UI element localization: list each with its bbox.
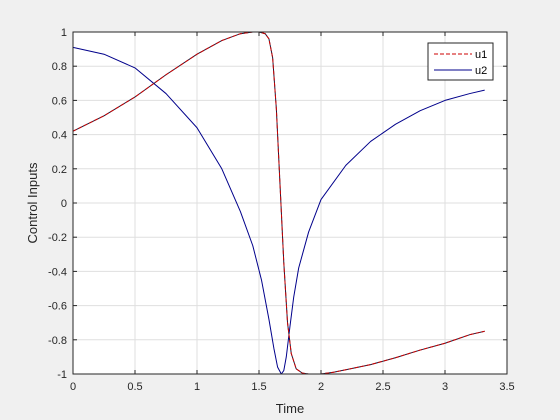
y-tick-label: -0.6 bbox=[48, 301, 67, 313]
x-tick-label: 0.5 bbox=[127, 381, 142, 393]
x-axis-label: Time bbox=[276, 401, 304, 416]
x-tick-label: 1.5 bbox=[251, 381, 266, 393]
y-tick-label: -0.2 bbox=[48, 232, 67, 244]
y-tick-label: 0.4 bbox=[52, 130, 67, 142]
y-tick-label: 0.6 bbox=[52, 95, 67, 107]
tick-labels: 0 0.5 1 1.5 2 2.5 3 3.5 -1 -0.8 -0.6 -0.4 -0.2 0 0.2 0.… bbox=[48, 27, 515, 393]
series-layer bbox=[72, 31, 485, 375]
y-tick-label: 0 bbox=[61, 198, 67, 210]
tick-marks bbox=[72, 31, 508, 375]
legend-label-u1: u1 bbox=[475, 49, 487, 61]
series-line-u1 bbox=[72, 31, 485, 375]
y-axis-label: Control Inputs bbox=[25, 162, 40, 243]
x-tick-label: 2 bbox=[318, 381, 324, 393]
y-tick-label: -0.4 bbox=[48, 266, 67, 278]
y-tick-label: -1 bbox=[57, 369, 67, 381]
x-tick-label: 3 bbox=[442, 381, 448, 393]
x-tick-label: 3.5 bbox=[499, 381, 514, 393]
x-tick-label: 2.5 bbox=[375, 381, 390, 393]
y-tick-label: 0.8 bbox=[52, 61, 67, 73]
x-tick-label: 1 bbox=[194, 381, 200, 393]
legend-box bbox=[427, 42, 494, 81]
y-tick-label: 0.2 bbox=[52, 164, 67, 176]
y-tick-label: -0.8 bbox=[48, 335, 67, 347]
series-line-u2 bbox=[72, 46, 485, 375]
y-tick-label: 1 bbox=[61, 27, 67, 39]
x-tick-label: 0 bbox=[70, 381, 76, 393]
legend-label-u2: u2 bbox=[475, 65, 487, 77]
legend: u1 u2 bbox=[427, 42, 494, 81]
